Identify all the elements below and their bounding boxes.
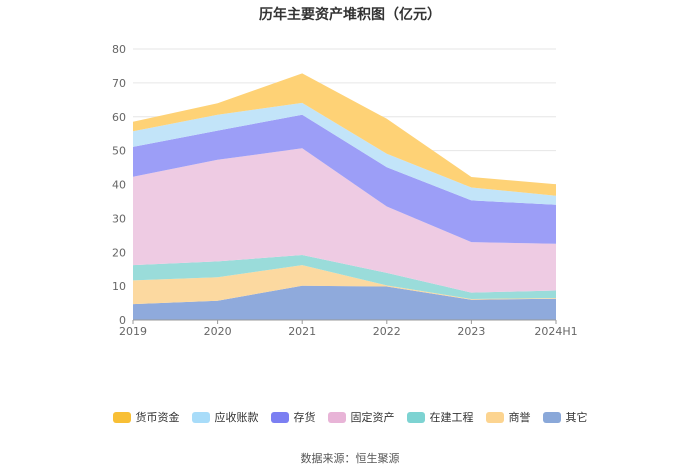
legend-item-other[interactable]: 其它: [542, 409, 588, 425]
legend-item-construction[interactable]: 在建工程: [406, 409, 474, 425]
x-tick-label: 2020: [204, 325, 232, 338]
data-source-note: 数据来源：恒生聚源: [300, 452, 400, 465]
area-series-0[interactable]: [133, 285, 556, 320]
legend-item-inventory[interactable]: 存货: [270, 409, 316, 425]
legend-swatch-other: [542, 411, 561, 423]
y-tick-label: 10: [112, 280, 126, 293]
chart-title: 历年主要资产堆积图（亿元）: [259, 7, 441, 23]
legend-label-receivables: 应收账款: [214, 411, 259, 424]
legend-swatch-goodwill: [485, 411, 504, 423]
legend-label-inventory: 存货: [293, 411, 316, 424]
y-tick-label: 70: [112, 77, 126, 90]
legend-item-cash[interactable]: 货币资金: [112, 409, 180, 425]
legend-swatch-fixed-assets: [327, 411, 346, 423]
y-tick-label: 40: [112, 179, 126, 192]
area-series-6[interactable]: [133, 73, 556, 196]
y-tick-label: 60: [112, 111, 126, 124]
legend-label-goodwill: 商誉: [508, 411, 531, 424]
legend-label-fixed-assets: 固定资产: [350, 411, 395, 424]
legend-label-other: 其它: [565, 411, 588, 424]
chart-legend: 货币资金 应收账款 存货 固定资产 在建工程 商誉 其它: [0, 409, 700, 425]
x-tick-label: 2023: [457, 325, 485, 338]
x-tick-label: 2024H1: [534, 325, 577, 338]
area-series-5[interactable]: [133, 102, 556, 205]
area-series-4[interactable]: [133, 114, 556, 244]
area-series-1[interactable]: [133, 265, 556, 305]
legend-swatch-inventory: [270, 411, 289, 423]
legend-item-receivables[interactable]: 应收账款: [191, 409, 259, 425]
legend-swatch-cash: [112, 411, 131, 423]
y-tick-label: 0: [119, 314, 126, 327]
legend-swatch-receivables: [191, 411, 210, 423]
legend-label-construction: 在建工程: [429, 411, 474, 424]
x-tick-label: 2021: [288, 325, 316, 338]
x-tick-label: 2019: [119, 325, 147, 338]
legend-swatch-construction: [406, 411, 425, 423]
legend-item-goodwill[interactable]: 商誉: [485, 409, 531, 425]
y-tick-label: 20: [112, 246, 126, 259]
area-series-2[interactable]: [133, 255, 556, 299]
legend-label-cash: 货币资金: [135, 411, 180, 424]
x-tick-label: 2022: [373, 325, 401, 338]
y-tick-label: 50: [112, 145, 126, 158]
y-tick-label: 30: [112, 212, 126, 225]
legend-item-fixed-assets[interactable]: 固定资产: [327, 409, 395, 425]
area-series-3[interactable]: [133, 148, 556, 293]
y-tick-label: 80: [112, 43, 126, 56]
